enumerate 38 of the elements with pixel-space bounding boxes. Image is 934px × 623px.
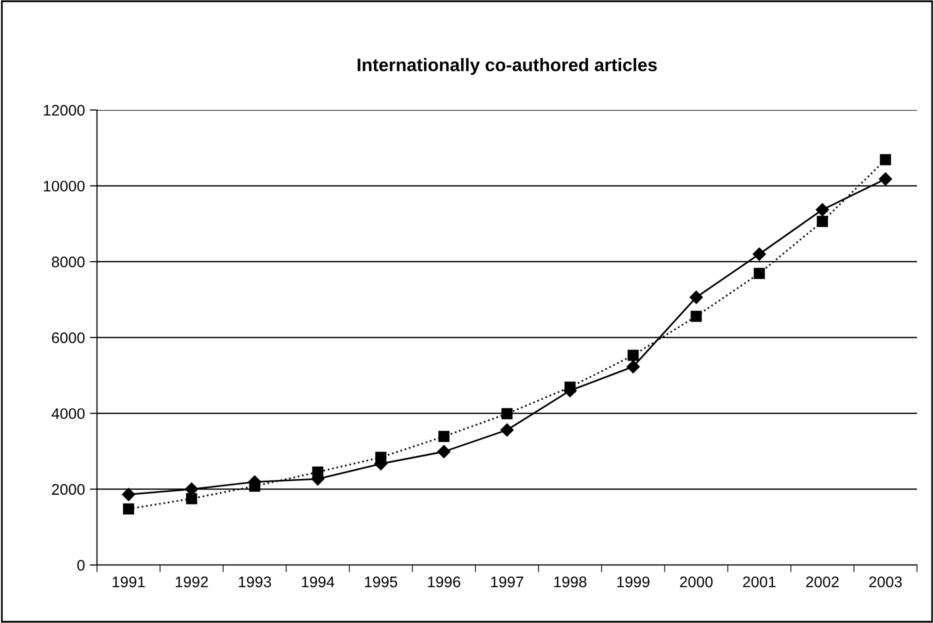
x-tick-label: 2003 bbox=[869, 576, 902, 588]
chart-title: Internationally co-authored articles bbox=[358, 58, 657, 75]
point bbox=[122, 488, 136, 502]
point bbox=[690, 310, 702, 322]
point bbox=[186, 493, 198, 504]
y-tick-label: 4000 bbox=[52, 408, 85, 420]
y-tick-label: 0 bbox=[77, 560, 85, 571]
x-tick-label: 1995 bbox=[365, 576, 398, 588]
point bbox=[501, 408, 513, 420]
x-tick-label: 1997 bbox=[491, 576, 524, 588]
y-tick-label: 2000 bbox=[52, 484, 85, 495]
x-tick-label: 1993 bbox=[238, 576, 272, 588]
point bbox=[754, 268, 765, 279]
point bbox=[500, 423, 514, 437]
y-tick-label: 6000 bbox=[52, 332, 85, 344]
point bbox=[122, 503, 134, 514]
x-tick-label: 1996 bbox=[428, 576, 460, 588]
x-tick-label: 2002 bbox=[806, 576, 839, 588]
y-tick-label: 10000 bbox=[44, 180, 85, 192]
point bbox=[438, 430, 450, 442]
point bbox=[628, 350, 639, 361]
y-tick-label: 8000 bbox=[52, 256, 85, 268]
point bbox=[880, 154, 892, 166]
point bbox=[626, 360, 640, 374]
point bbox=[878, 172, 892, 186]
x-tick-label: 1994 bbox=[302, 576, 334, 588]
x-tick-label: 2001 bbox=[743, 576, 776, 588]
x-tick-label: 1999 bbox=[617, 576, 650, 588]
x-tick-label: 1998 bbox=[554, 576, 586, 588]
point bbox=[816, 203, 829, 216]
x-tick-label: 2000 bbox=[680, 576, 713, 588]
x-tick-label: 1992 bbox=[176, 576, 208, 588]
point bbox=[752, 247, 766, 261]
y-tick-label: 12000 bbox=[44, 104, 85, 116]
x-tick-label: 1991 bbox=[112, 576, 145, 588]
point bbox=[816, 216, 828, 228]
point bbox=[690, 290, 703, 304]
point bbox=[437, 445, 451, 458]
